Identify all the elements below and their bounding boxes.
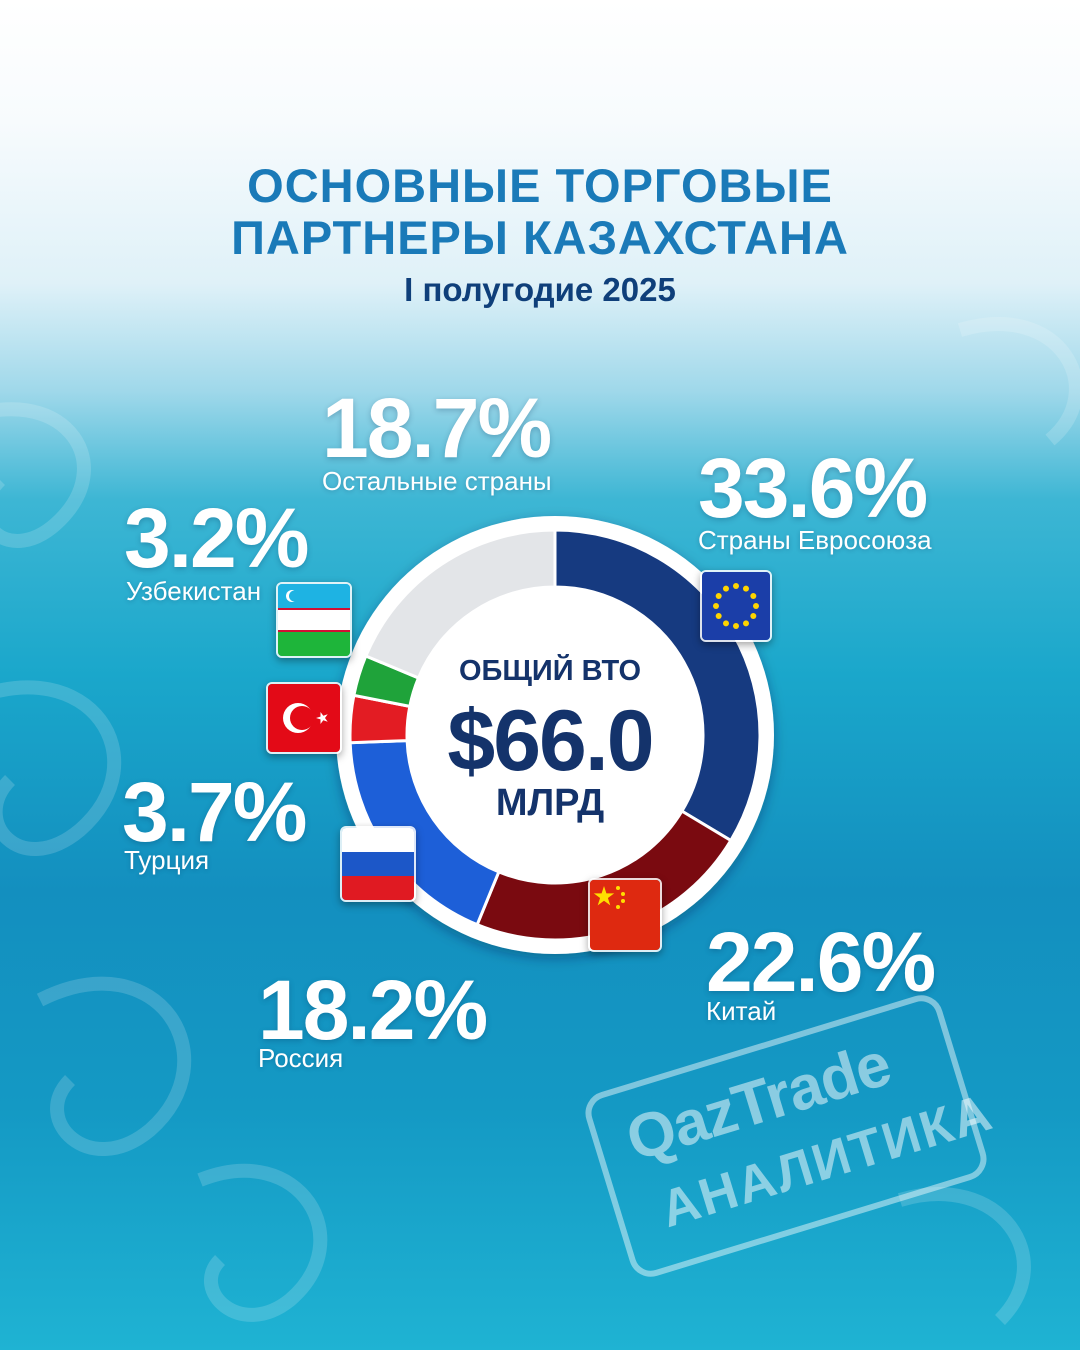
title-line-2: ПАРТНЕРЫ КАЗАХСТАНА [231, 211, 849, 264]
eu-star [753, 603, 759, 609]
eu-star [715, 613, 722, 619]
legend-label-eu: Страны Евросоюза [698, 525, 932, 555]
turkey-flag-icon [266, 682, 342, 754]
russia-flag-icon [340, 826, 416, 902]
data-label-russia: 18.2% [258, 963, 488, 1057]
subtitle: I полугодие 2025 [404, 271, 676, 308]
donut-slice-others [363, 528, 557, 680]
legend-label-others: Остальные страны [322, 466, 552, 496]
data-label-others: 18.7% [322, 381, 552, 475]
eu-star [743, 585, 749, 592]
title-line-1: ОСНОВНЫЕ ТОРГОВЫЕ [247, 159, 833, 212]
eu-star [733, 583, 739, 589]
data-label-uzbekistan: 3.2% [124, 491, 309, 585]
data-label-eu: 33.6% [698, 441, 928, 535]
china-flag-icon [588, 878, 662, 952]
eu-star [750, 613, 757, 619]
data-label-turkey: 3.7% [122, 765, 307, 859]
eu-star [750, 593, 757, 599]
eu-star [723, 620, 729, 627]
uzbekistan-flag-icon [276, 582, 352, 658]
eu-star [715, 593, 722, 599]
legend-label-uzbekistan: Узбекистан [126, 576, 262, 606]
eu-star [723, 585, 729, 592]
center-unit: МЛРД [495, 782, 605, 824]
legend-label-russia: Россия [258, 1043, 344, 1073]
center-total-value: $66.0 [447, 693, 654, 789]
legend-label-turkey: Турция [124, 845, 210, 875]
center-label: ОБЩИЙ ВТО [458, 655, 642, 687]
donut-center [409, 589, 701, 881]
title-block: ОСНОВНЫЕ ТОРГОВЫЕ ПАРТНЕРЫ КАЗАХСТАНА I … [0, 160, 1080, 310]
data-label-china: 22.6% [706, 915, 936, 1009]
eu-star [743, 620, 749, 627]
eu-star [713, 603, 719, 609]
eu-flag-icon [700, 570, 772, 642]
legend-label-china: Китай [706, 996, 777, 1026]
eu-star [733, 623, 739, 629]
